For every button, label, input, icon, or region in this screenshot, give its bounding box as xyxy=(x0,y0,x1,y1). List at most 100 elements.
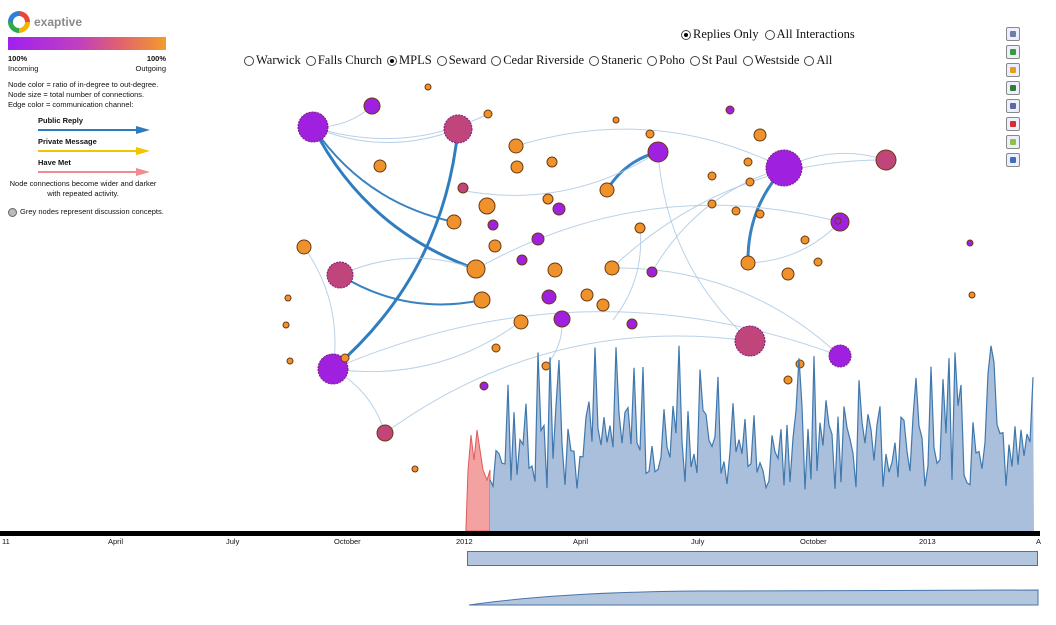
graph-node[interactable] xyxy=(282,321,290,329)
graph-node[interactable] xyxy=(634,222,646,234)
radio-button-icon[interactable] xyxy=(764,29,775,40)
graph-node[interactable] xyxy=(541,289,557,305)
graph-node[interactable] xyxy=(376,424,394,442)
graph-node[interactable] xyxy=(646,266,658,278)
radio-button-icon[interactable] xyxy=(305,55,316,66)
graph-node[interactable] xyxy=(546,156,558,168)
radio-westside[interactable]: Westside xyxy=(742,53,799,68)
graph-node[interactable] xyxy=(765,149,803,187)
radio-button-icon[interactable] xyxy=(689,55,700,66)
graph-node[interactable] xyxy=(966,239,974,247)
graph-node[interactable] xyxy=(645,129,655,139)
graph-node[interactable] xyxy=(508,138,524,154)
save-icon[interactable] xyxy=(1006,153,1020,167)
graph-node[interactable] xyxy=(734,325,766,357)
graph-node[interactable] xyxy=(753,128,767,142)
graph-node[interactable] xyxy=(297,111,329,143)
radio-button-icon[interactable] xyxy=(742,55,753,66)
graph-node[interactable] xyxy=(541,361,551,371)
graph-node[interactable] xyxy=(491,343,501,353)
graph-node[interactable] xyxy=(599,182,615,198)
graph-node[interactable] xyxy=(326,261,354,289)
graph-node[interactable] xyxy=(707,199,717,209)
graph-node[interactable] xyxy=(483,109,493,119)
graph-node[interactable] xyxy=(531,232,545,246)
fit-icon[interactable] xyxy=(1006,135,1020,149)
radio-mpls[interactable]: MPLS xyxy=(387,53,432,68)
graph-node[interactable] xyxy=(296,239,312,255)
graph-node[interactable] xyxy=(373,159,387,173)
graph-node[interactable] xyxy=(740,255,756,271)
radio-poho[interactable]: Poho xyxy=(647,53,685,68)
radio-button-icon[interactable] xyxy=(387,55,398,66)
graph-node[interactable] xyxy=(552,202,566,216)
radio-replies-only[interactable]: Replies Only xyxy=(681,27,759,42)
graph-node[interactable] xyxy=(612,116,620,124)
graph-node[interactable] xyxy=(626,318,638,330)
radio-button-icon[interactable] xyxy=(244,55,254,66)
graph-node[interactable] xyxy=(286,357,294,365)
radio-button-icon[interactable] xyxy=(436,55,447,66)
graph-node[interactable] xyxy=(604,260,620,276)
graph-node[interactable] xyxy=(731,206,741,216)
layout-icon[interactable] xyxy=(1006,81,1020,95)
graph-node[interactable] xyxy=(363,97,381,115)
radio-button-icon[interactable] xyxy=(491,55,502,66)
graph-node[interactable] xyxy=(317,353,349,385)
radio-button-icon[interactable] xyxy=(589,55,600,66)
graph-node[interactable] xyxy=(596,298,610,312)
radio-st-paul[interactable]: St Paul xyxy=(689,53,738,68)
radio-all-interactions[interactable]: All Interactions xyxy=(764,27,855,42)
graph-node[interactable] xyxy=(781,267,795,281)
graph-node[interactable] xyxy=(553,310,571,328)
graph-node[interactable] xyxy=(488,239,502,253)
graph-node[interactable] xyxy=(828,344,852,368)
graph-node[interactable] xyxy=(424,83,432,91)
data-export-icon[interactable] xyxy=(1006,99,1020,113)
graph-node[interactable] xyxy=(513,314,529,330)
timeline-range-slider[interactable] xyxy=(467,551,1038,566)
graph-node[interactable] xyxy=(783,375,793,385)
radio-button-icon[interactable] xyxy=(647,55,658,66)
graph-node[interactable] xyxy=(745,177,755,187)
image-export-icon[interactable] xyxy=(1006,45,1020,59)
timeline-selection-highlight[interactable] xyxy=(465,429,491,532)
graph-node[interactable] xyxy=(457,182,469,194)
radio-button-icon[interactable] xyxy=(804,55,815,66)
graph-node[interactable] xyxy=(478,197,496,215)
graph-node[interactable] xyxy=(516,254,528,266)
graph-node[interactable] xyxy=(755,209,765,219)
settings-icon[interactable] xyxy=(1006,63,1020,77)
print-icon[interactable] xyxy=(1006,27,1020,41)
radio-cedar-riverside[interactable]: Cedar Riverside xyxy=(491,53,584,68)
graph-node[interactable] xyxy=(707,171,717,181)
graph-node[interactable] xyxy=(580,288,594,302)
graph-node[interactable] xyxy=(479,381,489,391)
graph-node[interactable] xyxy=(443,114,473,144)
graph-node[interactable] xyxy=(411,465,419,473)
graph-node[interactable] xyxy=(725,105,735,115)
graph-node[interactable] xyxy=(446,214,462,230)
radio-button-icon[interactable] xyxy=(681,29,691,40)
graph-node[interactable] xyxy=(743,157,753,167)
graph-node[interactable] xyxy=(647,141,669,163)
graph-node[interactable] xyxy=(284,294,292,302)
graph-node[interactable] xyxy=(813,257,823,267)
graph-node[interactable] xyxy=(968,291,976,299)
graph-node[interactable] xyxy=(473,291,491,309)
radio-falls-church[interactable]: Falls Church xyxy=(305,53,382,68)
graph-node[interactable] xyxy=(340,353,350,363)
radio-all[interactable]: All xyxy=(804,53,832,68)
graph-node[interactable] xyxy=(466,259,486,279)
graph-node[interactable] xyxy=(800,235,810,245)
graph-node[interactable] xyxy=(547,262,563,278)
radio-staneric[interactable]: Staneric xyxy=(589,53,642,68)
radio-seward[interactable]: Seward xyxy=(436,53,486,68)
graph-node[interactable] xyxy=(875,149,897,171)
graph-node[interactable] xyxy=(487,219,499,231)
graph-node[interactable] xyxy=(510,160,524,174)
graph-node[interactable] xyxy=(542,193,554,205)
pdf-icon[interactable] xyxy=(1006,117,1020,131)
timeline-overview-slider[interactable] xyxy=(468,589,1039,606)
